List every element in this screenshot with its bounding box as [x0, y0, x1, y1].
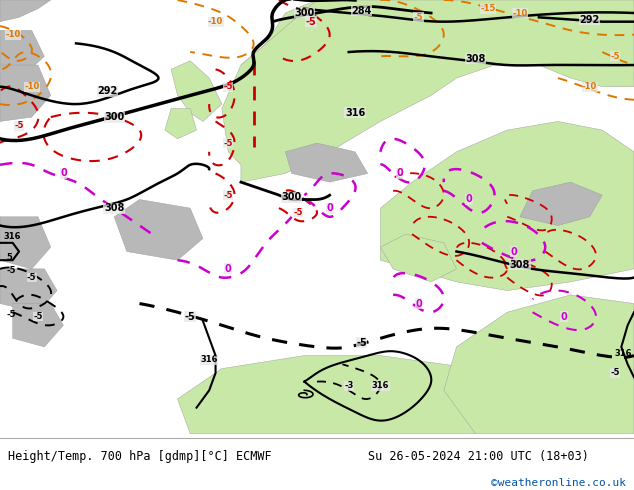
- Text: 316: 316: [372, 381, 389, 391]
- Text: -15: -15: [481, 4, 496, 13]
- Polygon shape: [444, 295, 634, 434]
- Text: Height/Temp. 700 hPa [gdmp][°C] ECMWF: Height/Temp. 700 hPa [gdmp][°C] ECMWF: [8, 450, 271, 463]
- Text: 308: 308: [510, 260, 530, 270]
- Text: -5: -5: [6, 266, 16, 275]
- Text: 316: 316: [615, 348, 633, 358]
- Text: -5: -5: [294, 208, 302, 217]
- Text: -5: -5: [27, 273, 36, 282]
- Polygon shape: [0, 30, 44, 78]
- Polygon shape: [0, 65, 51, 122]
- Polygon shape: [380, 122, 634, 291]
- Text: -10: -10: [5, 30, 20, 39]
- Text: -10: -10: [24, 82, 39, 91]
- Text: -5: -5: [185, 312, 195, 321]
- Text: 0: 0: [396, 169, 403, 178]
- Polygon shape: [520, 182, 602, 225]
- Text: 292: 292: [98, 86, 118, 96]
- Text: 300: 300: [104, 112, 124, 122]
- Polygon shape: [285, 143, 368, 182]
- Text: 0: 0: [415, 298, 422, 309]
- Text: 0: 0: [327, 203, 333, 213]
- Polygon shape: [13, 304, 63, 347]
- Text: 308: 308: [465, 53, 486, 64]
- Text: -5: -5: [611, 368, 619, 377]
- Text: -5: -5: [15, 121, 23, 130]
- Text: 316: 316: [3, 231, 21, 241]
- Polygon shape: [171, 61, 222, 122]
- Polygon shape: [241, 0, 393, 87]
- Text: -5: -5: [306, 17, 316, 26]
- Text: -3: -3: [344, 381, 353, 391]
- Text: -10: -10: [582, 82, 597, 91]
- Text: 316: 316: [345, 108, 365, 118]
- Polygon shape: [380, 234, 456, 282]
- Text: 316: 316: [200, 355, 218, 365]
- Text: -5: -5: [611, 52, 619, 61]
- Polygon shape: [0, 269, 57, 312]
- Text: -5: -5: [224, 191, 233, 199]
- Text: 300: 300: [281, 192, 302, 202]
- Polygon shape: [178, 356, 507, 434]
- Text: 308: 308: [104, 203, 124, 213]
- Text: 5: 5: [6, 253, 12, 262]
- Text: 284: 284: [351, 6, 372, 16]
- Text: 292: 292: [579, 15, 600, 24]
- Text: 0: 0: [466, 195, 472, 204]
- Text: -5: -5: [414, 13, 423, 22]
- Text: 0: 0: [225, 264, 231, 274]
- Text: -5: -5: [356, 338, 366, 347]
- Text: -5: -5: [224, 82, 233, 91]
- Text: 300: 300: [294, 8, 314, 18]
- Text: -5: -5: [34, 312, 42, 321]
- Text: -5: -5: [224, 139, 233, 147]
- Polygon shape: [0, 0, 51, 22]
- Text: -10: -10: [512, 8, 527, 18]
- Polygon shape: [114, 199, 203, 260]
- Text: Su 26-05-2024 21:00 UTC (18+03): Su 26-05-2024 21:00 UTC (18+03): [368, 450, 588, 463]
- Polygon shape: [222, 0, 634, 182]
- Text: 0: 0: [510, 246, 517, 257]
- Polygon shape: [165, 108, 197, 139]
- Text: ©weatheronline.co.uk: ©weatheronline.co.uk: [491, 478, 626, 488]
- Text: 0: 0: [561, 312, 567, 321]
- Text: -10: -10: [208, 17, 223, 26]
- Text: 0: 0: [60, 169, 67, 178]
- Polygon shape: [0, 217, 51, 269]
- Text: -5: -5: [6, 310, 16, 318]
